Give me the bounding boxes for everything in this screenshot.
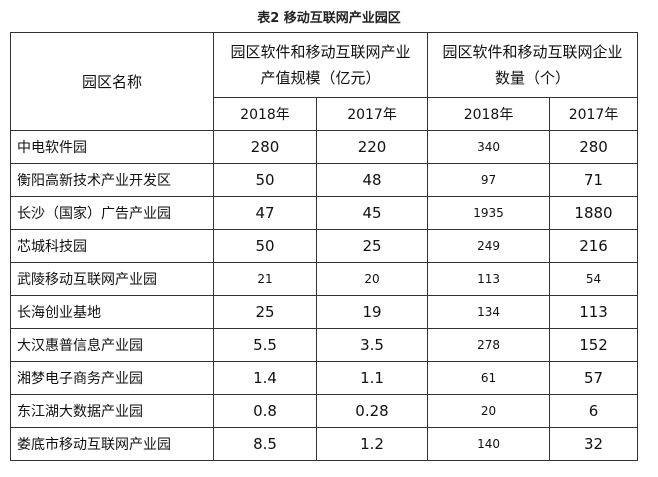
count-2017-cell: 71 — [549, 163, 639, 197]
output-2018-cell: 21 — [213, 262, 317, 296]
output-2018-cell: 1.4 — [213, 361, 317, 395]
count-2018-cell: 134 — [427, 295, 551, 329]
park-name-cell: 娄底市移动互联网产业园 — [10, 427, 214, 461]
count-2018-cell: 113 — [427, 262, 551, 296]
park-name-cell: 衡阳高新技术产业开发区 — [10, 163, 214, 197]
industrial-park-table: 园区名称 园区软件和移动互联网产业 产值规模（亿元） 园区软件和移动互联网企业 … — [10, 32, 639, 461]
park-name-cell: 湘梦电子商务产业园 — [10, 361, 214, 395]
output-2018-cell: 8.5 — [213, 427, 317, 461]
count-2017-cell: 280 — [549, 130, 639, 164]
year-header-count-2017: 2017年 — [549, 97, 639, 131]
output-2018-cell: 25 — [213, 295, 317, 329]
count-2017-cell: 57 — [549, 361, 639, 395]
park-name-cell: 武陵移动互联网产业园 — [10, 262, 214, 296]
enterprise-count-header: 园区软件和移动互联网企业 数量（个） — [427, 32, 639, 98]
table-row: 长沙（国家）广告产业园 47 45 1935 1880 — [10, 196, 639, 230]
park-name-header: 园区名称 — [10, 32, 214, 131]
table-row: 东江湖大数据产业园 0.8 0.28 20 6 — [10, 394, 639, 428]
enterprise-count-header-line1: 园区软件和移动互联网企业 — [442, 43, 623, 61]
table-row: 芯城科技园 50 25 249 216 — [10, 229, 639, 263]
output-2018-cell: 50 — [213, 229, 317, 263]
output-2018-cell: 50 — [213, 163, 317, 197]
count-2018-cell: 278 — [427, 328, 551, 362]
output-2018-cell: 47 — [213, 196, 317, 230]
count-2018-cell: 1935 — [427, 196, 551, 230]
count-2018-cell: 340 — [427, 130, 551, 164]
count-2018-cell: 249 — [427, 229, 551, 263]
count-2017-cell: 1880 — [549, 196, 639, 230]
output-2018-cell: 5.5 — [213, 328, 317, 362]
count-2017-cell: 6 — [549, 394, 639, 428]
output-2018-cell: 0.8 — [213, 394, 317, 428]
table-row: 长海创业基地 25 19 134 113 — [10, 295, 639, 329]
output-2017-cell: 1.1 — [315, 361, 429, 395]
enterprise-count-header-line2: 数量（个） — [495, 69, 571, 87]
count-2017-cell: 113 — [549, 295, 639, 329]
output-2017-cell: 220 — [315, 130, 429, 164]
output-2017-cell: 0.28 — [315, 394, 429, 428]
park-name-cell: 中电软件园 — [10, 130, 214, 164]
output-2017-cell: 20 — [315, 262, 429, 296]
output-2018-cell: 280 — [213, 130, 317, 164]
table-row: 中电软件园 280 220 340 280 — [10, 130, 639, 164]
output-scale-header-line2: 产值规模（亿元） — [260, 69, 381, 87]
year-header-count-2018: 2018年 — [427, 97, 551, 131]
count-2017-cell: 54 — [549, 262, 639, 296]
count-2018-cell: 97 — [427, 163, 551, 197]
output-2017-cell: 45 — [315, 196, 429, 230]
table-row: 武陵移动互联网产业园 21 20 113 54 — [10, 262, 639, 296]
park-name-cell: 长海创业基地 — [10, 295, 214, 329]
park-name-cell: 东江湖大数据产业园 — [10, 394, 214, 428]
year-header-output-2018: 2018年 — [213, 97, 317, 131]
output-2017-cell: 48 — [315, 163, 429, 197]
count-2018-cell: 20 — [427, 394, 551, 428]
count-2018-cell: 61 — [427, 361, 551, 395]
park-name-cell: 芯城科技园 — [10, 229, 214, 263]
output-scale-header-line1: 园区软件和移动互联网产业 — [230, 43, 411, 61]
park-name-cell: 大汉惠普信息产业园 — [10, 328, 214, 362]
output-2017-cell: 19 — [315, 295, 429, 329]
output-2017-cell: 3.5 — [315, 328, 429, 362]
output-2017-cell: 1.2 — [315, 427, 429, 461]
table-row: 娄底市移动互联网产业园 8.5 1.2 140 32 — [10, 427, 639, 461]
table-row: 湘梦电子商务产业园 1.4 1.1 61 57 — [10, 361, 639, 395]
count-2017-cell: 216 — [549, 229, 639, 263]
year-header-output-2017: 2017年 — [315, 97, 429, 131]
park-name-cell: 长沙（国家）广告产业园 — [10, 196, 214, 230]
header-row-years: 2018年 2017年 2018年 2017年 — [11, 97, 639, 131]
count-2017-cell: 32 — [549, 427, 639, 461]
output-scale-header: 园区软件和移动互联网产业 产值规模（亿元） — [212, 32, 429, 98]
table-row: 大汉惠普信息产业园 5.5 3.5 278 152 — [10, 328, 639, 362]
output-2017-cell: 25 — [315, 229, 429, 263]
table-row: 衡阳高新技术产业开发区 50 48 97 71 — [10, 163, 639, 197]
count-2017-cell: 152 — [549, 328, 639, 362]
header-row-groups: 园区名称 园区软件和移动互联网产业 产值规模（亿元） 园区软件和移动互联网企业 … — [10, 32, 639, 131]
table-caption: 表2 移动互联网产业园区 — [257, 11, 401, 26]
count-2018-cell: 140 — [427, 427, 551, 461]
